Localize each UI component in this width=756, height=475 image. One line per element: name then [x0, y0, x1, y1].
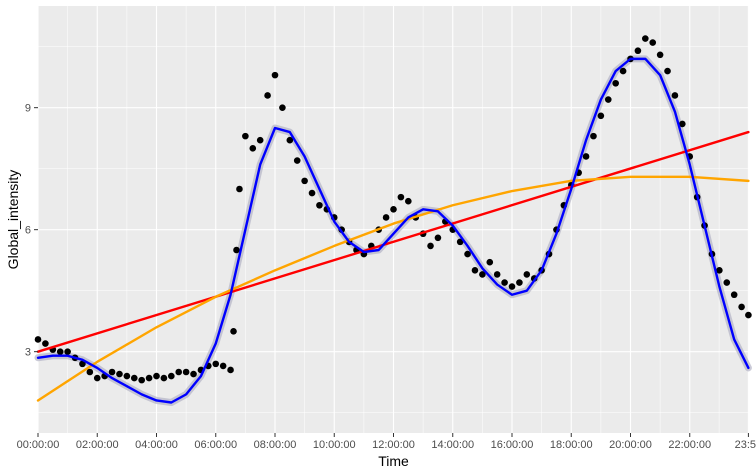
- data-point: [479, 271, 486, 278]
- data-point: [427, 242, 434, 250]
- data-point: [456, 238, 464, 246]
- data-point: [308, 189, 316, 197]
- y-tick-labels: 3 6 9: [25, 103, 31, 359]
- data-point: [316, 201, 323, 209]
- data-point: [405, 197, 412, 205]
- data-point: [279, 104, 286, 111]
- data-point: [79, 360, 86, 368]
- data-point: [293, 157, 301, 164]
- x-tick-label: 12:00:00: [372, 439, 415, 451]
- data-point: [153, 372, 160, 380]
- x-tick-labels: 00:00:00 02:00:00 04:00:00 06:00:00 08:00:00…: [17, 439, 756, 451]
- data-point: [249, 145, 257, 152]
- y-tick-label: 6: [25, 225, 31, 237]
- data-point: [390, 206, 397, 213]
- data-point: [230, 328, 237, 335]
- y-axis-title: Global_intensity: [5, 170, 21, 270]
- fit-line: [36, 130, 750, 353]
- data-point: [227, 366, 234, 374]
- data-point: [464, 250, 471, 258]
- x-tick-label: 02:00:00: [76, 439, 119, 451]
- data-point: [649, 39, 657, 46]
- data-point: [233, 246, 240, 254]
- data-point: [64, 348, 71, 355]
- data-point: [397, 193, 405, 201]
- data-point: [56, 348, 64, 355]
- data-point: [434, 234, 442, 242]
- data-point: [723, 279, 731, 286]
- data-point: [182, 368, 190, 376]
- data-point: [486, 258, 494, 266]
- y-tick-label: 3: [25, 347, 31, 359]
- x-tick-label: 16:00:00: [491, 439, 534, 451]
- data-point: [34, 336, 42, 343]
- data-point: [116, 370, 123, 378]
- data-point: [168, 372, 175, 380]
- data-point: [190, 370, 197, 378]
- data-point: [656, 51, 664, 59]
- data-point: [175, 368, 183, 376]
- fit-lines: [36, 57, 750, 404]
- data-point: [242, 132, 249, 140]
- fit-line: [36, 57, 750, 404]
- data-point: [382, 214, 390, 221]
- data-point: [516, 279, 523, 286]
- data-point: [123, 372, 131, 380]
- data-point: [264, 92, 271, 99]
- data-point: [745, 311, 752, 319]
- data-point: [716, 267, 723, 274]
- x-tick-label: 22:00:00: [668, 439, 711, 451]
- x-tick-label: 00:00:00: [17, 439, 60, 451]
- data-point: [160, 374, 168, 382]
- x-tick-label: 06:00:00: [194, 439, 237, 451]
- data-point: [590, 132, 597, 140]
- x-tick-label: 23:59: [735, 439, 756, 451]
- data-point: [642, 35, 649, 42]
- data-point: [679, 120, 686, 128]
- data-point: [471, 267, 479, 274]
- data-point: [286, 136, 294, 144]
- data-point: [145, 374, 153, 382]
- data-point: [634, 47, 642, 55]
- x-tick-label: 14:00:00: [431, 439, 474, 451]
- data-point: [93, 374, 101, 382]
- x-tick-label: 04:00:00: [135, 439, 178, 451]
- data-point: [664, 67, 671, 75]
- data-point: [523, 271, 531, 278]
- scatter-points: [34, 35, 752, 384]
- data-point: [501, 279, 508, 286]
- data-point: [301, 177, 308, 185]
- data-point: [212, 360, 220, 368]
- y-tick-label: 9: [25, 103, 31, 115]
- data-point: [86, 368, 94, 376]
- x-tick-label: 08:00:00: [254, 439, 297, 451]
- data-point: [138, 376, 145, 384]
- data-point: [236, 185, 243, 193]
- data-point: [130, 374, 138, 382]
- x-tick-label: 20:00:00: [609, 439, 652, 451]
- x-tick-label: 10:00:00: [313, 439, 356, 451]
- x-axis-title: Time: [378, 453, 409, 469]
- data-point: [738, 303, 745, 311]
- data-point: [619, 67, 627, 75]
- data-point: [730, 291, 738, 299]
- data-point: [604, 96, 612, 103]
- data-point: [597, 112, 605, 120]
- fit-line: [36, 175, 750, 402]
- data-point: [671, 92, 679, 99]
- data-point: [508, 283, 516, 290]
- data-point: [108, 368, 116, 376]
- data-point: [271, 71, 279, 79]
- data-point: [42, 340, 49, 347]
- x-tick-label: 18:00:00: [550, 439, 593, 451]
- data-point: [493, 271, 501, 278]
- data-point: [582, 153, 590, 160]
- data-point: [612, 79, 619, 87]
- data-point: [256, 136, 264, 144]
- data-point: [219, 362, 227, 370]
- axis-ticks: [34, 107, 749, 437]
